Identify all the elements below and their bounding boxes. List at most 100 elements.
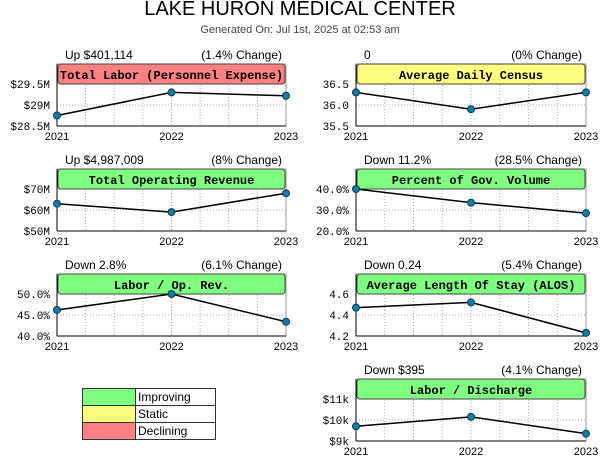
legend-label-improving: Improving — [135, 388, 216, 406]
chart-panel-1: Up $401,114 (1.4% Change) $29.5M $29M $28.5M… — [10, 48, 298, 143]
change-amount: Down 0.24 — [364, 258, 422, 272]
y-tick-label: 50.0% — [17, 290, 50, 302]
data-point — [467, 298, 475, 307]
y-tick-label: 30.0% — [316, 206, 349, 218]
change-amount: Up $4,987,009 — [65, 153, 144, 167]
change-amount: Up $401,114 — [65, 48, 133, 62]
chart-panel-3: Up $4,987,009 (8% Change) $70M $60M $50M2021… — [24, 153, 299, 248]
change-amount: Down $395 — [364, 363, 425, 377]
data-point — [167, 88, 176, 97]
y-tick-label: $9k — [329, 437, 349, 449]
change-percent: (4.1% Change) — [501, 363, 582, 377]
legend-swatch-static — [82, 405, 136, 423]
x-tick-label: 2023 — [574, 131, 598, 143]
x-tick-label: 2021 — [344, 131, 368, 143]
change-amount: Down 2.8% — [65, 258, 127, 272]
change-percent: (0% Change) — [511, 48, 582, 62]
chart-title-box — [57, 63, 286, 85]
x-tick-label: 2023 — [274, 341, 298, 353]
data-point — [167, 208, 176, 217]
data-point — [282, 189, 290, 198]
legend-label-static: Static — [135, 405, 216, 423]
y-tick-label: $11k — [323, 395, 350, 407]
chart-title: Labor / Op. Rev. — [114, 279, 229, 293]
change-percent: (5.4% Change) — [501, 258, 582, 272]
generated-timestamp: Generated On: Jul 1st, 2025 at 02:53 am — [200, 24, 400, 36]
change-amount: 0 — [364, 48, 371, 62]
x-tick-label: 2022 — [459, 446, 483, 458]
chart-title: Average Length Of Stay (ALOS) — [367, 279, 576, 293]
data-point — [53, 199, 61, 208]
x-tick-label: 2022 — [159, 131, 183, 143]
y-tick-label: 4.2 — [329, 332, 349, 344]
x-tick-label: 2022 — [459, 131, 483, 143]
change-percent: (6.1% Change) — [201, 258, 282, 272]
page-title: LAKE HURON MEDICAL CENTER — [144, 0, 456, 20]
data-point — [352, 422, 360, 431]
data-point — [282, 91, 290, 100]
y-tick-label: 35.5 — [323, 122, 349, 134]
change-percent: (28.5% Change) — [495, 153, 582, 167]
chart-title-box — [356, 378, 586, 400]
y-tick-label: $10k — [323, 416, 350, 428]
chart-title-box — [356, 63, 586, 85]
data-point — [467, 412, 475, 421]
x-tick-label: 2021 — [45, 236, 69, 248]
x-tick-label: 2021 — [45, 131, 69, 143]
y-tick-label: 4.4 — [329, 311, 349, 323]
data-point — [167, 290, 176, 298]
data-point — [582, 328, 590, 337]
y-tick-label: $60M — [24, 206, 50, 218]
chart-title: Total Operating Revenue — [89, 174, 255, 188]
data-point — [282, 317, 290, 326]
legend-row-improving: Improving — [82, 388, 216, 406]
legend-swatch-improving — [82, 388, 136, 406]
data-point — [352, 185, 360, 193]
x-tick-label: 2021 — [344, 341, 368, 353]
x-tick-label: 2023 — [574, 341, 598, 353]
y-tick-label: 40.0% — [17, 332, 50, 344]
x-tick-label: 2023 — [274, 236, 298, 248]
x-tick-label: 2023 — [274, 131, 298, 143]
data-point — [582, 209, 590, 218]
legend-row-declining: Declining — [82, 422, 216, 440]
data-point — [352, 303, 360, 312]
x-tick-label: 2022 — [459, 341, 483, 353]
chart-panel-4: Down 11.2% (28.5% Change)40.0%30.0%20.0%2… — [316, 153, 598, 248]
chart-title: Percent of Gov. Volume — [392, 174, 550, 188]
change-amount: Down 11.2% — [364, 153, 431, 167]
chart-title-box — [356, 273, 586, 295]
chart-title: Average Daily Census — [399, 69, 543, 83]
change-percent: (1.4% Change) — [201, 48, 282, 62]
y-tick-label: $29.5M — [10, 80, 50, 92]
x-tick-label: 2023 — [574, 236, 598, 248]
y-tick-label: $70M — [24, 185, 50, 197]
y-tick-label: 36.0 — [323, 101, 349, 113]
data-point — [467, 198, 475, 207]
legend-row-static: Static — [82, 405, 216, 423]
chart-panel-5: Down 2.8% (6.1% Change)50.0%45.0%40.0%202… — [17, 258, 298, 353]
data-point — [352, 88, 360, 97]
x-tick-label: 2021 — [344, 236, 368, 248]
x-tick-label: 2022 — [159, 236, 183, 248]
legend-swatch-declining — [82, 422, 136, 440]
y-tick-label: 4.6 — [329, 290, 349, 302]
data-point — [467, 105, 475, 114]
y-tick-label: $28.5M — [10, 122, 50, 134]
y-tick-label: $29M — [24, 101, 50, 113]
legend-label-declining: Declining — [135, 422, 216, 440]
x-tick-label: 2022 — [159, 341, 183, 353]
y-tick-label: 36.5 — [323, 80, 349, 92]
legend: Improving Static Declining — [82, 388, 216, 440]
y-tick-label: 20.0% — [316, 227, 349, 239]
x-tick-label: 2021 — [344, 446, 368, 458]
chart-title: Labor / Discharge — [410, 384, 532, 398]
change-percent: (8% Change) — [211, 153, 282, 167]
data-point — [582, 88, 590, 97]
x-tick-label: 2022 — [459, 236, 483, 248]
data-point — [582, 429, 590, 438]
